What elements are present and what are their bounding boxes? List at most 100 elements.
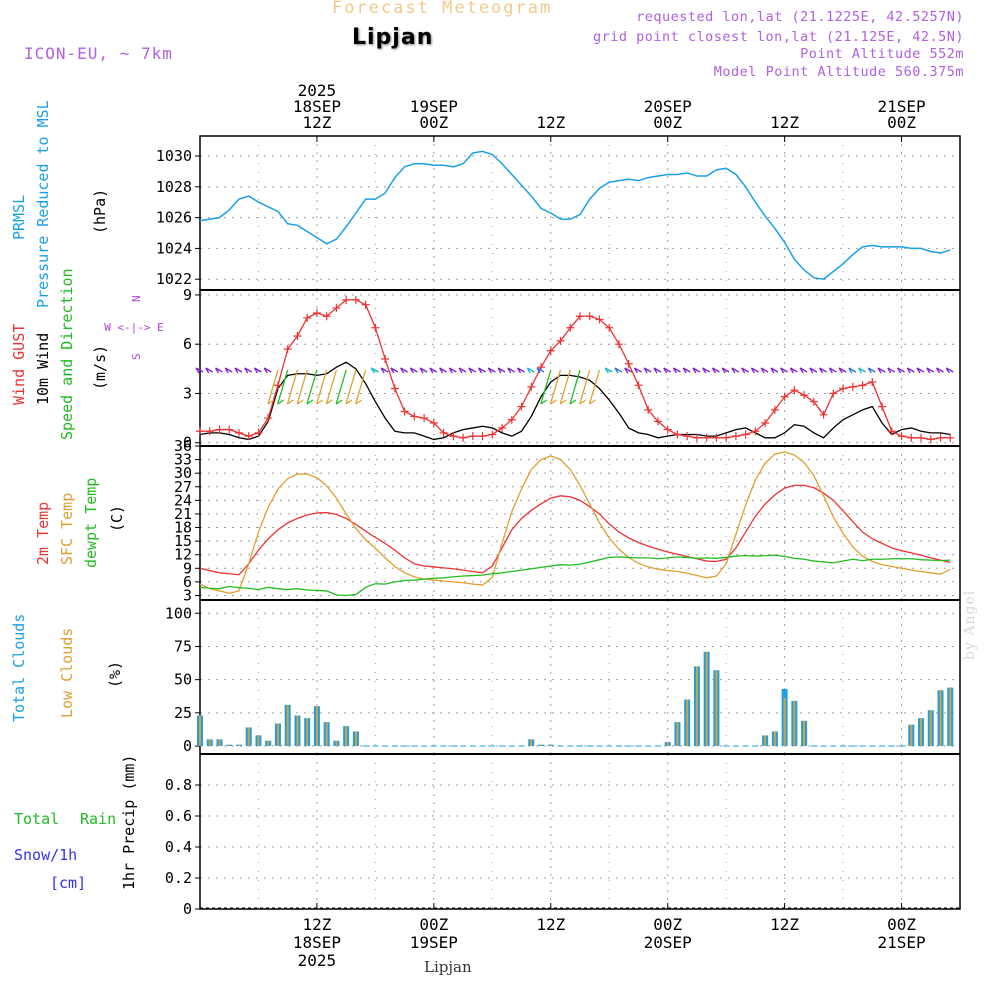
low-cloud-bar — [764, 735, 767, 747]
temp-unit-label: (C) — [108, 505, 126, 532]
wind-direction-arrow — [507, 367, 516, 374]
wind-barb-head — [277, 399, 285, 405]
gust-marker — [585, 312, 594, 321]
wind-direction-arrow — [682, 367, 691, 374]
gust-marker — [946, 433, 955, 442]
gust-marker — [566, 323, 575, 332]
gust-marker — [556, 336, 565, 345]
wind-barb — [588, 369, 601, 405]
wind-direction-arrow — [896, 367, 905, 374]
x-tick-label-bottom: 12Z — [302, 915, 331, 934]
wind-direction-arrow — [439, 367, 447, 374]
wind-direction-arrow — [604, 367, 613, 374]
gust-marker — [770, 405, 779, 414]
gust-marker — [897, 432, 906, 441]
gust-marker — [303, 313, 312, 322]
wind-direction-arrow — [750, 367, 759, 374]
low-cloud-bar — [199, 715, 201, 747]
y-tick-label: 1022 — [156, 270, 192, 288]
low-cloud-bar — [910, 724, 913, 747]
wind-barb — [345, 369, 357, 405]
low-cloud-bar — [276, 723, 279, 747]
dir-north-label: N — [130, 295, 143, 302]
wind-barb — [277, 369, 289, 405]
low-cloud-bar — [783, 698, 786, 747]
wind-barb-head — [316, 399, 324, 405]
wind-barb-head — [326, 399, 333, 405]
gust-marker — [751, 427, 760, 436]
y-tick-label: 50 — [174, 671, 192, 689]
x-tick-label-top: 00Z — [653, 113, 682, 132]
legend-snow-unit: [cm] — [50, 874, 86, 892]
gust-marker — [254, 428, 263, 437]
y-tick-label: 0 — [183, 434, 192, 452]
gust-marker — [848, 382, 857, 391]
gust-marker — [692, 433, 701, 442]
wind-direction-arrow — [780, 367, 788, 374]
t2m-line — [199, 484, 951, 576]
wind-barb-head — [559, 399, 567, 405]
low-cloud-bar — [705, 651, 708, 747]
x-tick-label-bottom: 20SEP — [644, 933, 692, 952]
wind-barb — [540, 369, 552, 405]
x-tick-label-bottom: 12Z — [770, 915, 799, 934]
dir-south-label: S — [130, 353, 143, 360]
wind-barb-head — [267, 399, 275, 405]
gust-marker — [390, 384, 399, 393]
point-altitude: Point Altitude 552m — [800, 46, 964, 62]
t2m-label: 2m Temp — [34, 502, 52, 565]
y-tick-label: 6 — [183, 573, 192, 591]
wind-direction-arrow — [945, 367, 954, 374]
gust-line — [200, 299, 951, 441]
wind-direction-arrow — [526, 367, 535, 374]
wind-direction-arrow — [195, 367, 204, 374]
wind-direction-arrow — [858, 367, 866, 374]
model-label: ICON-EU, ~ 7km — [24, 44, 173, 63]
legend-rain: Rain — [80, 810, 116, 828]
gust-marker — [839, 384, 848, 393]
gust-marker — [264, 414, 273, 423]
y-tick-label: 0.6 — [165, 807, 192, 825]
chart-title: Forecast Meteogram — [332, 0, 553, 18]
gust-marker — [459, 433, 468, 442]
gust-marker — [322, 312, 331, 321]
plot-frame — [199, 135, 961, 910]
wind-direction-arrow — [516, 367, 525, 374]
gust-marker — [663, 425, 672, 434]
wind-barb-head — [335, 399, 343, 405]
low-cloud-bar — [676, 722, 679, 747]
gust-marker — [215, 425, 224, 434]
wind-direction-arrow — [653, 367, 662, 374]
wind-direction-arrow — [214, 367, 223, 374]
gust-marker — [196, 427, 204, 436]
wind-direction-arrow — [263, 367, 272, 374]
gust-marker — [761, 419, 770, 428]
low-cloud-bar — [549, 744, 552, 747]
y-tick-label: 30 — [174, 464, 192, 482]
gust-marker — [926, 435, 935, 444]
gust-marker — [780, 392, 789, 401]
low-cloud-bar — [208, 739, 211, 747]
wind-direction-arrow — [448, 367, 457, 374]
low-cloud-bar — [540, 744, 543, 747]
y-tick-label: 0 — [183, 900, 192, 918]
y-tick-label: 3 — [183, 586, 192, 604]
wind-direction-arrow — [390, 367, 399, 374]
grid-point-coords: grid point closest lon,lat (21.125E, 42.… — [593, 29, 964, 45]
y-tick-label: 100 — [165, 604, 192, 622]
gust-marker — [488, 430, 497, 439]
wind-barb — [549, 369, 562, 405]
low-cloud-bar — [695, 666, 698, 747]
low-cloud-bar — [803, 720, 806, 747]
pressure-unit-label: (hPa) — [91, 189, 109, 234]
gust-marker — [342, 295, 351, 304]
sfc-temp-line — [199, 451, 951, 594]
y-tick-label: 0 — [183, 737, 192, 755]
y-tick-label: 9 — [183, 286, 192, 304]
clouds-unit-label: (%) — [106, 661, 124, 688]
pressure-label: PRMSL — [10, 195, 28, 240]
y-tick-label: 15 — [174, 532, 192, 550]
wind-direction-arrow — [799, 367, 808, 374]
precip-unit-label: 1hr Precip (mm) — [120, 755, 138, 890]
